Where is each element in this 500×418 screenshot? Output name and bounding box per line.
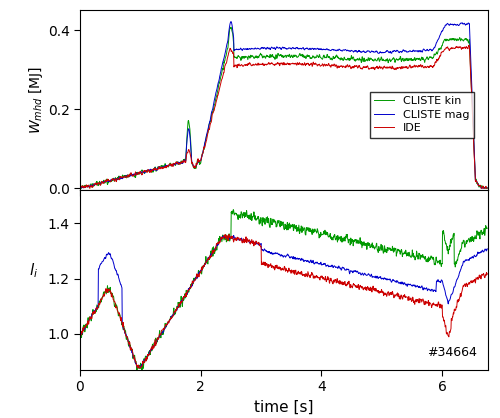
IDE bbox=[401, 294, 407, 299]
CLISTE mag bbox=[88, 316, 94, 321]
CLISTE mag bbox=[135, 365, 141, 370]
CLISTE mag bbox=[219, 63, 225, 68]
Text: #34664: #34664 bbox=[428, 346, 478, 359]
IDE bbox=[382, 64, 388, 69]
CLISTE kin bbox=[230, 207, 236, 212]
Line: IDE: IDE bbox=[80, 45, 487, 188]
CLISTE mag bbox=[382, 50, 388, 55]
CLISTE kin bbox=[401, 59, 407, 64]
IDE bbox=[401, 66, 407, 71]
CLISTE kin bbox=[219, 67, 225, 72]
IDE bbox=[77, 332, 83, 337]
CLISTE kin bbox=[139, 368, 145, 373]
IDE bbox=[176, 304, 182, 309]
CLISTE kin bbox=[78, 186, 84, 191]
IDE bbox=[484, 186, 490, 191]
CLISTE kin bbox=[401, 251, 407, 256]
CLISTE kin bbox=[77, 185, 83, 190]
CLISTE kin bbox=[176, 301, 182, 306]
Line: CLISTE kin: CLISTE kin bbox=[80, 209, 487, 371]
IDE bbox=[77, 186, 83, 191]
CLISTE mag bbox=[78, 186, 84, 191]
CLISTE kin bbox=[88, 316, 94, 321]
CLISTE mag bbox=[401, 48, 407, 53]
CLISTE kin bbox=[176, 161, 182, 166]
CLISTE mag bbox=[88, 183, 94, 188]
CLISTE mag bbox=[219, 234, 225, 240]
IDE bbox=[226, 232, 232, 237]
CLISTE kin bbox=[484, 186, 490, 191]
IDE bbox=[78, 186, 84, 191]
CLISTE mag bbox=[77, 332, 83, 337]
CLISTE mag bbox=[176, 305, 182, 310]
Line: CLISTE mag: CLISTE mag bbox=[80, 22, 487, 188]
CLISTE kin bbox=[382, 243, 388, 248]
CLISTE kin bbox=[484, 226, 490, 231]
CLISTE mag bbox=[176, 160, 182, 165]
Line: CLISTE mag: CLISTE mag bbox=[80, 235, 487, 368]
Line: IDE: IDE bbox=[80, 234, 487, 368]
CLISTE mag bbox=[382, 275, 388, 280]
CLISTE kin bbox=[382, 58, 388, 63]
CLISTE mag bbox=[230, 233, 236, 238]
CLISTE kin bbox=[88, 181, 94, 186]
CLISTE mag bbox=[401, 280, 407, 285]
IDE bbox=[382, 292, 388, 297]
IDE bbox=[219, 235, 225, 240]
CLISTE kin bbox=[219, 237, 225, 242]
IDE bbox=[176, 161, 182, 166]
Y-axis label: $l_i$: $l_i$ bbox=[29, 261, 38, 280]
CLISTE mag bbox=[228, 19, 234, 24]
IDE bbox=[219, 236, 225, 241]
Y-axis label: $W_{mhd}$ [MJ]: $W_{mhd}$ [MJ] bbox=[27, 66, 45, 134]
CLISTE mag bbox=[77, 186, 83, 191]
CLISTE mag bbox=[484, 246, 490, 251]
CLISTE mag bbox=[219, 235, 225, 240]
X-axis label: time [s]: time [s] bbox=[254, 400, 314, 415]
CLISTE kin bbox=[228, 25, 234, 30]
IDE bbox=[219, 76, 225, 82]
IDE bbox=[137, 366, 143, 371]
IDE bbox=[466, 43, 472, 48]
IDE bbox=[88, 316, 94, 321]
Legend: CLISTE kin, CLISTE mag, IDE: CLISTE kin, CLISTE mag, IDE bbox=[370, 92, 474, 138]
CLISTE mag bbox=[219, 64, 225, 69]
IDE bbox=[88, 184, 94, 189]
CLISTE kin bbox=[219, 239, 225, 244]
IDE bbox=[484, 271, 490, 276]
IDE bbox=[219, 76, 225, 81]
Line: CLISTE kin: CLISTE kin bbox=[80, 27, 487, 188]
CLISTE kin bbox=[77, 330, 83, 335]
CLISTE kin bbox=[219, 70, 225, 75]
CLISTE mag bbox=[484, 186, 490, 191]
